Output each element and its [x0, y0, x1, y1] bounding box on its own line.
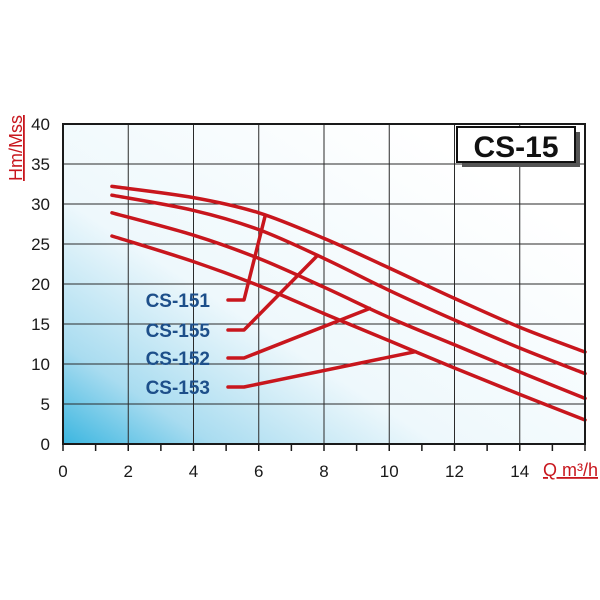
x-axis-title: Q m³/h	[543, 460, 598, 480]
y-tick-label: 5	[41, 395, 50, 414]
series-line	[110, 211, 587, 401]
y-tick-label: 20	[31, 275, 50, 294]
x-tick-label: 12	[445, 462, 464, 481]
y-tick-labels: 0 5 10 15 20 25 30 35 40	[31, 115, 50, 454]
y-tick-label: 15	[31, 315, 50, 334]
ticks	[62, 444, 586, 451]
y-tick-label: 35	[31, 155, 50, 174]
y-tick-label: 40	[31, 115, 50, 134]
y-tick-label: 10	[31, 355, 50, 374]
label-pointer	[226, 306, 372, 360]
x-tick-labels: 0 2 4 6 8 10 12 14	[58, 462, 529, 481]
label-pointer	[226, 213, 268, 302]
series-line	[110, 234, 587, 422]
series-line	[110, 184, 587, 354]
x-tick-label: 2	[124, 462, 133, 481]
curves	[110, 184, 587, 422]
x-tick-label: 0	[58, 462, 67, 481]
series-line	[110, 193, 587, 376]
series-label: CS-153	[146, 378, 210, 399]
x-tick-label: 10	[380, 462, 399, 481]
series-label: CS-151	[146, 291, 211, 312]
y-tick-label: 0	[41, 435, 50, 454]
label-pointer	[226, 349, 418, 389]
y-tick-label: 25	[31, 235, 50, 254]
x-tick-label: 4	[189, 462, 198, 481]
label-pointers	[226, 213, 418, 389]
x-tick-label: 8	[319, 462, 328, 481]
series-labels: CS-151 CS-155 CS-152 CS-153	[146, 291, 211, 399]
series-label: CS-155	[146, 321, 211, 342]
label-pointer	[226, 253, 320, 332]
y-tick-label: 30	[31, 195, 50, 214]
x-tick-label: 14	[510, 462, 529, 481]
series-label: CS-152	[146, 349, 210, 370]
y-axis-title: Hm/Mss	[6, 115, 26, 181]
chart-title: CS-15	[473, 131, 558, 164]
title-box: CS-15	[456, 126, 580, 167]
x-tick-label: 6	[254, 462, 263, 481]
